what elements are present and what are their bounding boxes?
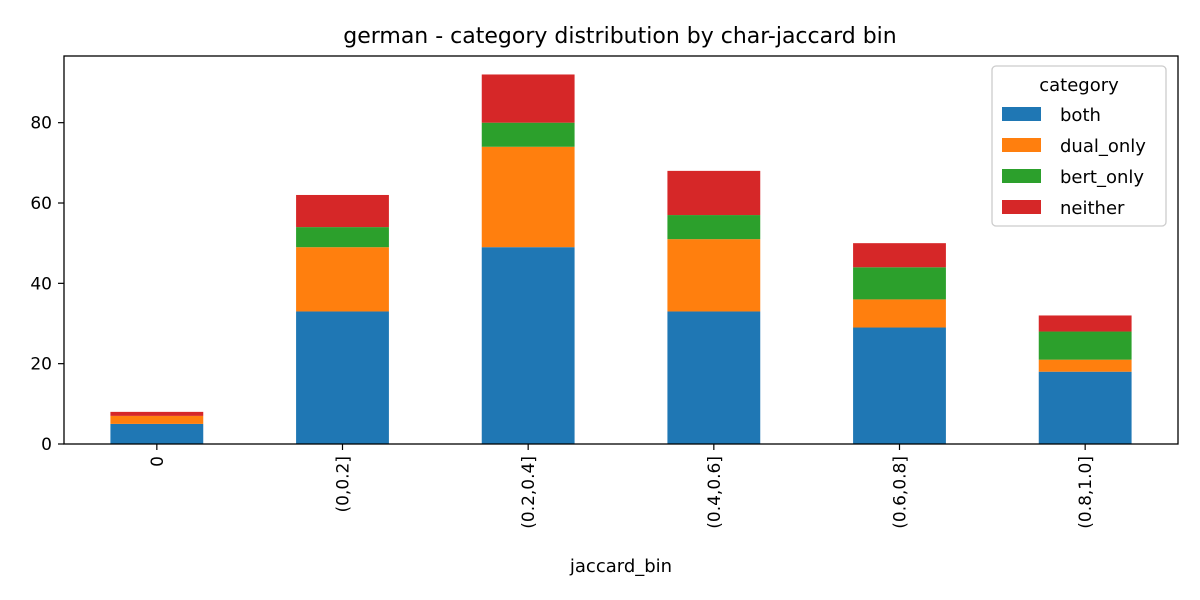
legend-swatch-both	[1002, 107, 1041, 121]
bar-bert_only-4	[853, 267, 946, 300]
y-tick-label: 40	[30, 274, 52, 294]
x-tick-label: (0.2,0.4]	[519, 456, 539, 529]
x-axis-label: jaccard_bin	[569, 556, 672, 577]
y-tick-label: 80	[30, 114, 52, 134]
legend-swatch-bert_only	[1002, 169, 1041, 183]
bar-both-2	[481, 247, 575, 444]
bar-bert_only-2	[481, 122, 575, 147]
legend-swatch-neither	[1002, 200, 1041, 214]
bar-both-3	[667, 311, 761, 444]
y-axis: 0 20 40 60 80	[30, 114, 64, 455]
plot-frame	[63, 55, 1179, 445]
x-tick-label: 0	[148, 456, 168, 467]
bar-dual_only-5	[1038, 359, 1132, 372]
bar-neither-3	[667, 170, 761, 216]
bar-both-0	[110, 423, 204, 444]
bar-both-4	[853, 327, 946, 444]
legend-label-dual_only: dual_only	[1060, 136, 1146, 157]
bar-dual_only-2	[481, 146, 575, 248]
bar-dual_only-0	[110, 415, 204, 424]
bars-group	[110, 74, 1132, 444]
bar-bert_only-3	[667, 215, 761, 240]
x-axis: 0 (0,0.2] (0.2,0.4] (0.4,0.6] (0.6,0.8] (0.8,…	[148, 444, 1096, 529]
x-tick-label: (0.6,0.8]	[891, 456, 911, 529]
x-tick-label: (0.8,1.0]	[1076, 456, 1096, 529]
y-tick-label: 60	[30, 194, 52, 214]
chart-title: german - category distribution by char-j…	[343, 24, 897, 49]
bar-neither-0	[110, 411, 204, 416]
bar-both-1	[296, 311, 389, 444]
y-tick-label: 20	[30, 355, 52, 375]
bar-neither-5	[1038, 315, 1132, 332]
x-tick-label: (0,0.2]	[334, 456, 354, 513]
bar-dual_only-1	[296, 247, 389, 312]
bar-dual_only-4	[853, 299, 946, 328]
legend-frame	[991, 65, 1167, 227]
bar-neither-1	[296, 194, 389, 228]
legend-label-both: both	[1060, 105, 1101, 126]
bar-bert_only-1	[296, 227, 389, 248]
bar-bert_only-5	[1038, 331, 1132, 360]
bar-dual_only-3	[667, 239, 761, 312]
legend-label-bert_only: bert_only	[1060, 167, 1144, 188]
legend-title: category	[1039, 75, 1119, 96]
x-tick-label: (0.4,0.6]	[705, 456, 725, 529]
bar-neither-2	[481, 74, 575, 123]
bar-both-5	[1038, 371, 1132, 444]
legend-swatch-dual_only	[1002, 138, 1041, 152]
y-tick-label: 0	[41, 435, 52, 455]
legend-label-neither: neither	[1060, 198, 1125, 219]
bar-neither-4	[853, 243, 946, 268]
